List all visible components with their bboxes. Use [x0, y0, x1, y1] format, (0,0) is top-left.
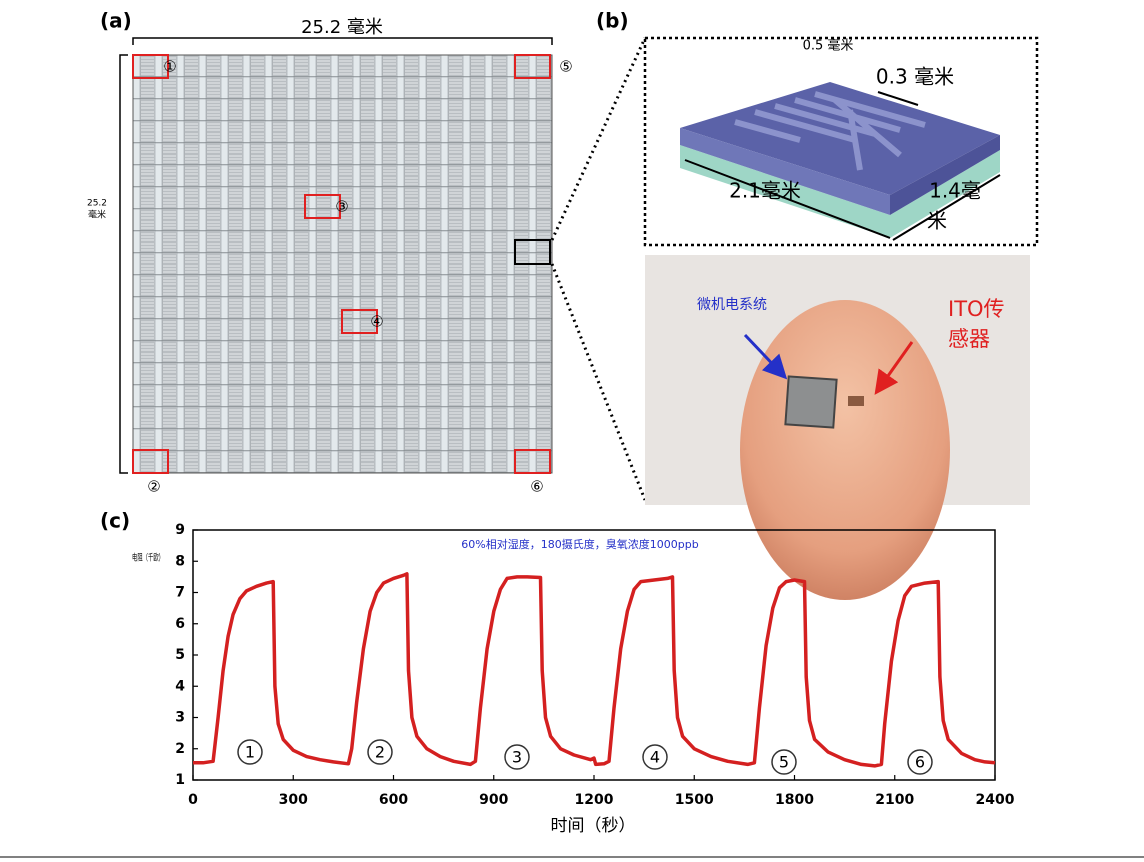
- y-tick-label: 6: [175, 616, 185, 632]
- y-axis-label-text: 电阻（千欧）: [132, 552, 164, 564]
- chart-title: 60%相对湿度，180摄氏度，臭氧浓度1000ppb: [461, 537, 698, 551]
- dimension-bracket: [119, 54, 128, 474]
- marker-box: [514, 54, 551, 79]
- ito-sensor: [848, 396, 864, 406]
- arrow: [743, 333, 788, 380]
- marker-label: ①: [163, 58, 176, 76]
- zoom-box: [514, 239, 551, 265]
- annotation: 6: [915, 753, 925, 772]
- marker-label: ④: [370, 313, 383, 331]
- annotation-circle: [771, 749, 797, 775]
- dimension-label: 0.3 毫米: [876, 65, 954, 89]
- device: [680, 82, 1000, 238]
- annotation-circle: [907, 749, 933, 775]
- annotation-circle: [642, 744, 668, 770]
- annotation: 2: [375, 743, 385, 762]
- marker-box: [341, 309, 378, 334]
- dimension-label: 米: [927, 209, 947, 233]
- marker-box: [132, 449, 169, 474]
- x-tick-label: 1800: [775, 792, 814, 808]
- marker-box: [132, 54, 169, 79]
- annotation: 4: [650, 748, 660, 767]
- marker-label: ②: [147, 478, 160, 496]
- zoom-lines: [550, 37, 647, 501]
- y-tick-label: 3: [175, 710, 185, 726]
- dimension-lines: [684, 91, 1001, 241]
- sensor-array: [132, 54, 553, 474]
- marker-boxes: [132, 54, 551, 474]
- mems-chip: [784, 375, 838, 429]
- annotation: 5: [779, 753, 789, 772]
- dimension-bracket: [132, 37, 553, 45]
- y-tick-label: 1: [175, 772, 185, 788]
- data-line: [193, 572, 996, 768]
- x-tick-label: 1200: [575, 792, 614, 808]
- y-tick-label: 9: [175, 522, 185, 538]
- arrow: [874, 341, 914, 395]
- dimension-label: 1.4毫: [929, 179, 981, 203]
- x-tick-label: 0: [188, 792, 198, 808]
- marker-box: [514, 449, 551, 474]
- annotation-circle: [504, 744, 530, 770]
- height-label: 毫米: [88, 209, 106, 221]
- marker-label: ⑤: [559, 58, 572, 76]
- x-tick-label: 2400: [976, 792, 1015, 808]
- marker-box: [304, 194, 341, 219]
- finger: [740, 300, 950, 600]
- ito-label: ITO传: [948, 297, 1005, 321]
- y-axis-label: 电阻（千欧）: [132, 552, 164, 564]
- annotation: 1: [245, 743, 255, 762]
- annotation-circle: [367, 739, 393, 765]
- width-label: 25.2 毫米: [301, 17, 383, 38]
- y-tick-label: 2: [175, 741, 185, 757]
- x-tick-label: 600: [379, 792, 408, 808]
- x-tick-label: 2100: [875, 792, 914, 808]
- annotation: 3: [512, 748, 522, 767]
- mems-label: 微机电系统: [697, 297, 767, 313]
- x-tick-label: 300: [279, 792, 308, 808]
- annotation-circle: [237, 739, 263, 765]
- y-tick-label: 8: [175, 553, 185, 569]
- marker-label: ⑥: [530, 478, 543, 496]
- dimension-label: 0.5 毫米: [803, 38, 854, 54]
- height-label: 25.2: [87, 199, 107, 209]
- ito-label: 感器: [948, 327, 990, 351]
- panel-label: (b): [596, 9, 629, 33]
- x-axis-label: 时间（秒）: [551, 816, 636, 836]
- y-tick-label: 7: [175, 585, 185, 601]
- panel-label: (a): [100, 9, 132, 33]
- y-tick-label: 4: [175, 678, 185, 694]
- y-tick-label: 5: [175, 647, 185, 663]
- x-tick-label: 900: [479, 792, 508, 808]
- marker-label: ③: [335, 198, 348, 216]
- x-tick-label: 1500: [675, 792, 714, 808]
- panel-label: (c): [100, 509, 130, 533]
